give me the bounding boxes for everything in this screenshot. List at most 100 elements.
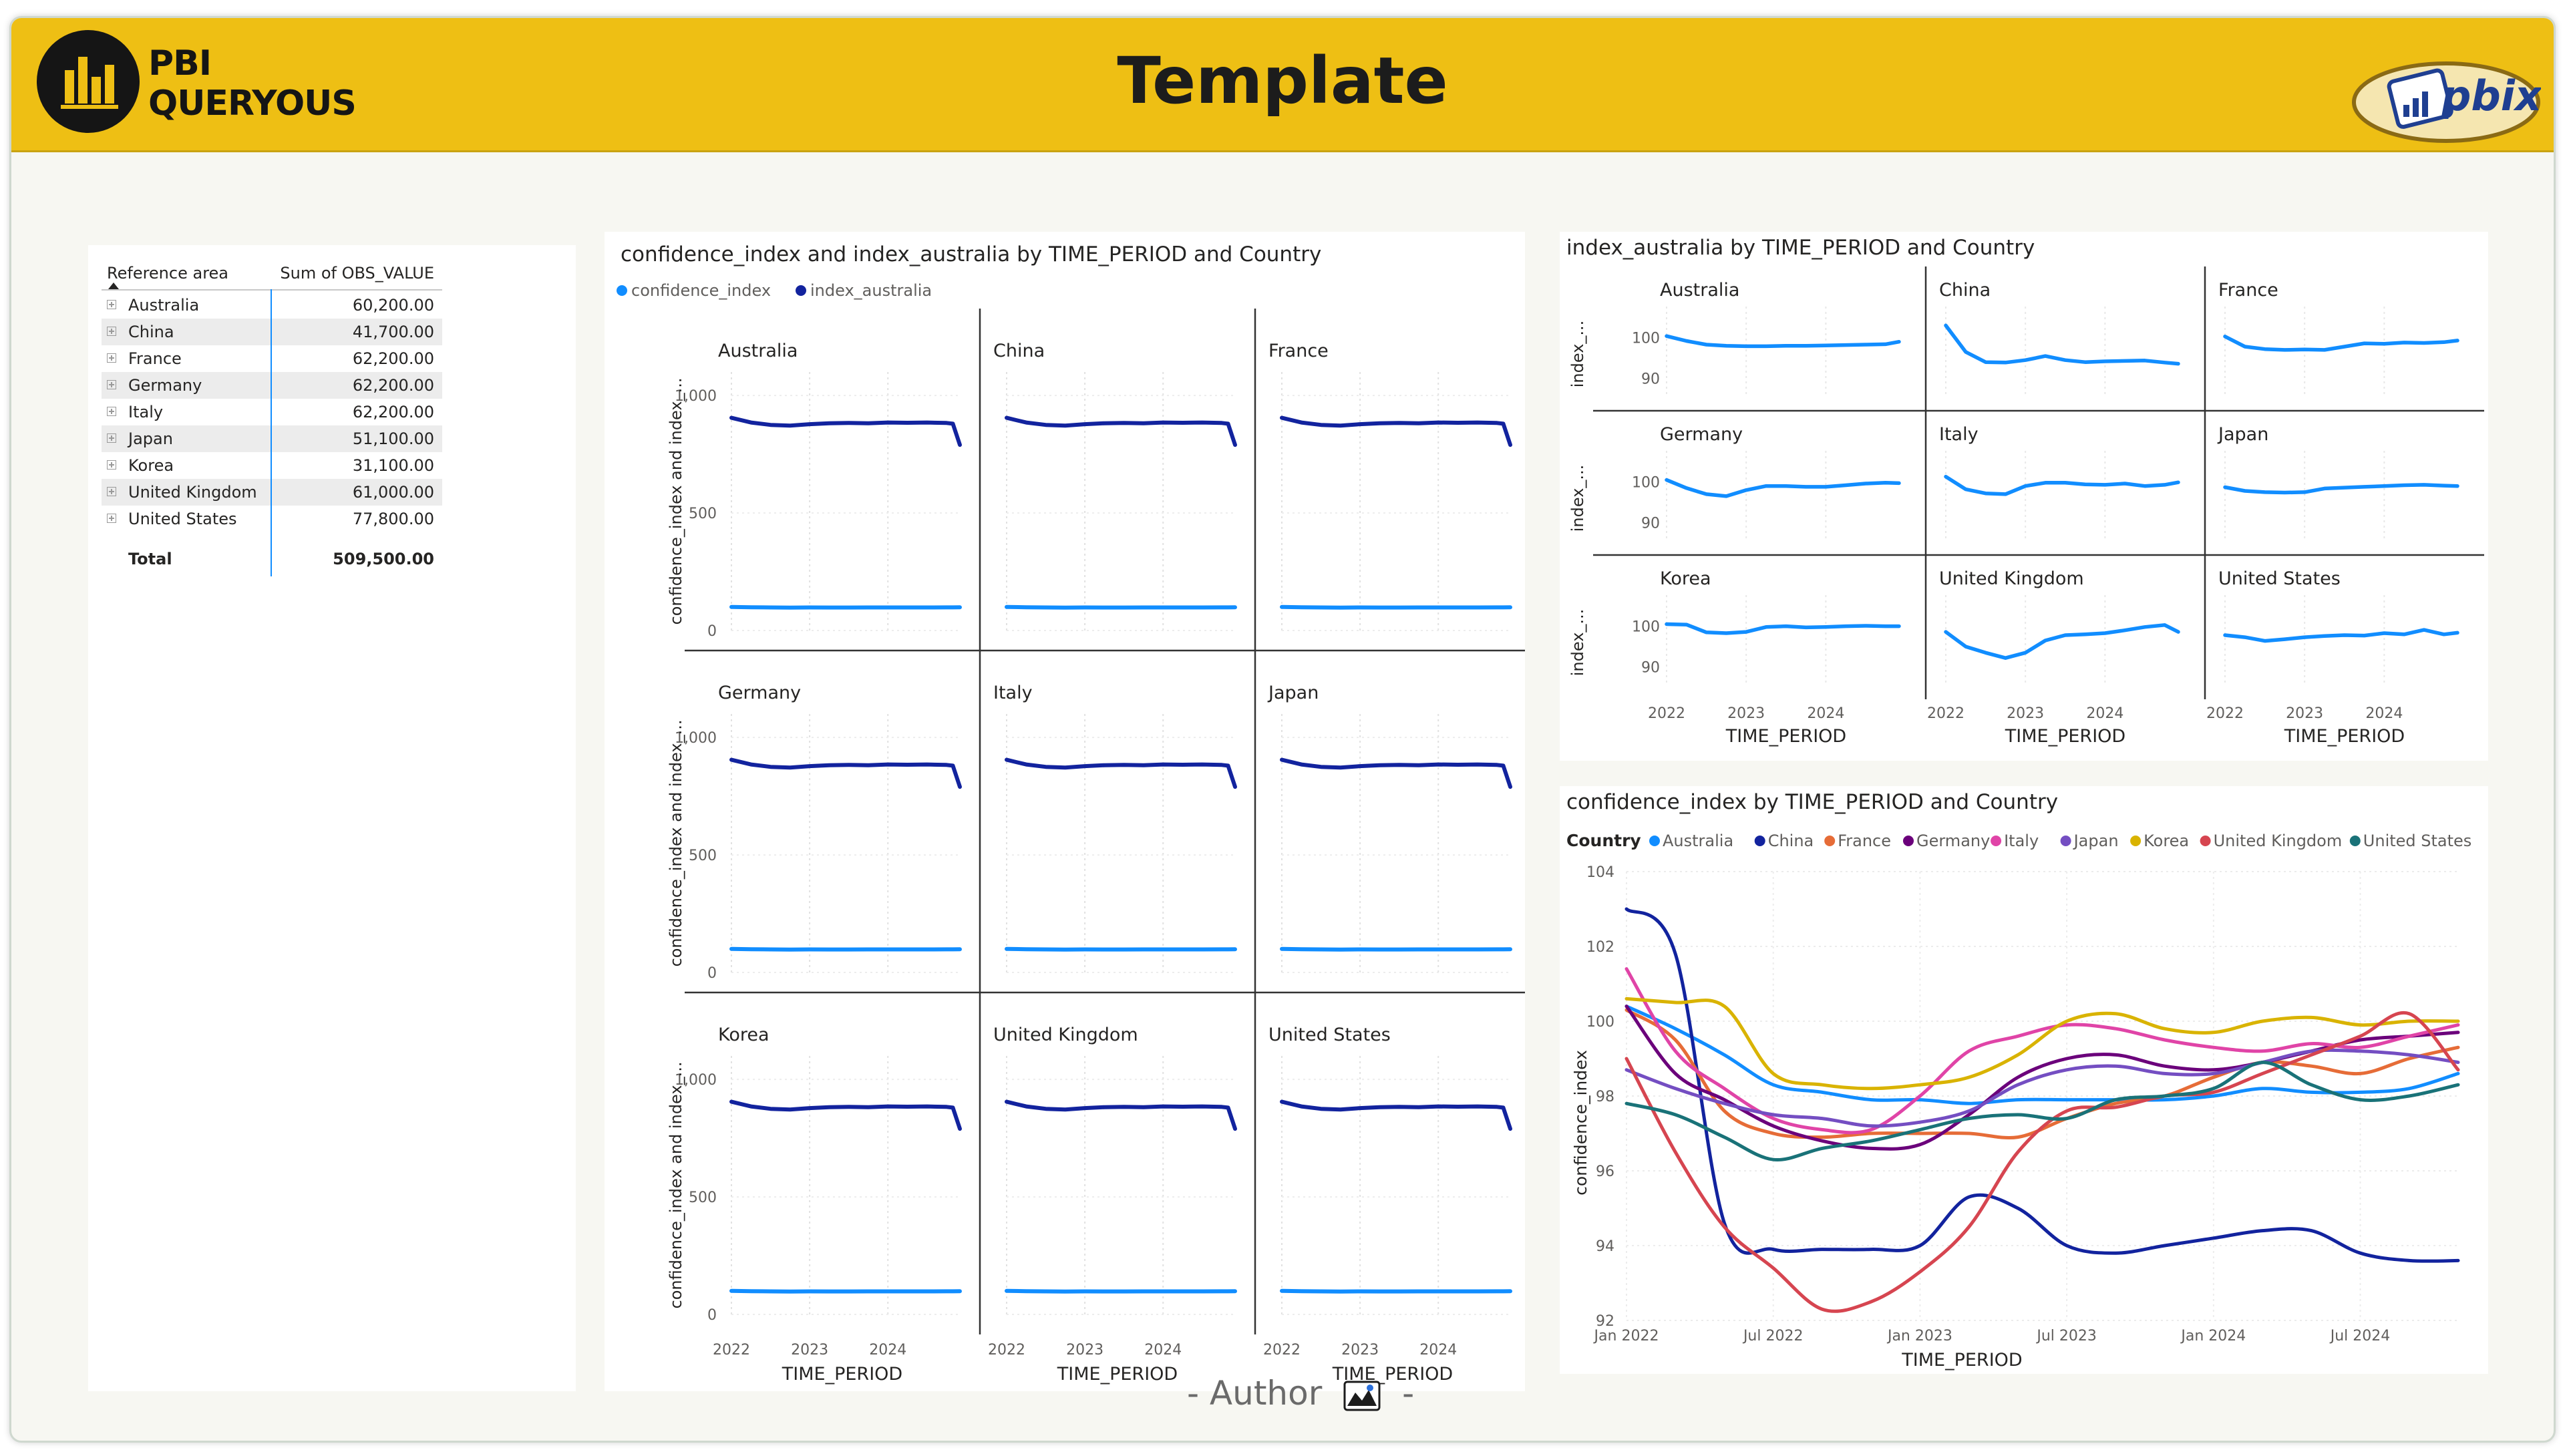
- x-tick-label: Jul 2023: [2035, 1328, 2097, 1344]
- table-row[interactable]: Germany 62,200.00: [102, 372, 442, 399]
- table-row[interactable]: Japan 51,100.00: [102, 425, 442, 452]
- expand-plus-icon[interactable]: [107, 433, 116, 443]
- logo-line1: PBI: [148, 43, 212, 83]
- table-row[interactable]: Korea 31,100.00: [102, 452, 442, 479]
- series-line-index-australia: [1005, 757, 1237, 789]
- table-row[interactable]: China 41,700.00: [102, 319, 442, 345]
- x-tick-label: 2024: [1419, 1342, 1457, 1358]
- expand-plus-icon[interactable]: [107, 487, 116, 496]
- legend-marker: [1903, 836, 1914, 846]
- x-tick-label: 2024: [2365, 705, 2403, 722]
- row-reference-area: Australia: [128, 296, 200, 315]
- x-tick-label: 2022: [2206, 705, 2244, 722]
- author-dash: -: [1402, 1374, 1415, 1413]
- expand-plus-icon[interactable]: [107, 353, 116, 363]
- expand-plus-icon[interactable]: [107, 407, 116, 416]
- series-line-korea: [1624, 996, 2460, 1091]
- expand-plus-icon[interactable]: [107, 327, 116, 336]
- expand-plus-icon[interactable]: [107, 300, 116, 309]
- small-multiples-chart-2[interactable]: index_australia by TIME_PERIOD and Count…: [1560, 232, 2488, 761]
- author-footer: - Author -: [1187, 1374, 1414, 1413]
- pbix-badge-icon: pbix: [2346, 38, 2543, 146]
- legend-marker: [1754, 836, 1765, 846]
- small-multiple-title-france: France: [2218, 280, 2278, 301]
- column-header-sum-obs-value[interactable]: Sum of OBS_VALUE: [280, 264, 434, 283]
- table-row[interactable]: Australia 60,200.00: [102, 292, 442, 319]
- series-line-index-australia: [1005, 415, 1237, 447]
- legend-label-confidence-index: confidence_index: [631, 281, 771, 300]
- column-header-reference-area[interactable]: Reference area: [107, 264, 229, 283]
- sort-ascending-icon[interactable]: [108, 283, 119, 289]
- x-tick-label: 2022: [1927, 705, 1964, 722]
- x-tick-label: 2022: [713, 1342, 750, 1358]
- legend-label-korea: Korea: [2144, 832, 2189, 850]
- x-axis-label: TIME_PERIOD: [2005, 726, 2125, 747]
- total-value: 509,500.00: [333, 550, 434, 568]
- y-tick-label: 0: [707, 1307, 717, 1324]
- x-tick-label: Jul 2024: [2329, 1328, 2391, 1344]
- table-row[interactable]: United Kingdom 61,000.00: [102, 479, 442, 506]
- small-multiple-title-united-states: United States: [2218, 568, 2341, 589]
- small-multiple-title-united-kingdom: United Kingdom: [993, 1025, 1138, 1045]
- small-multiple-title-china: China: [1939, 280, 1991, 301]
- x-axis-label: TIME_PERIOD: [1901, 1350, 2022, 1371]
- y-axis-label: confidence_index: [1571, 1050, 1590, 1196]
- small-multiple-title-japan: Japan: [2217, 424, 2268, 445]
- series-line-germany: [1665, 478, 1901, 498]
- x-axis-label: TIME_PERIOD: [2284, 726, 2405, 747]
- row-reference-area: Japan: [128, 429, 173, 448]
- series-line-confidence-index: [729, 946, 962, 952]
- y-axis-label: index_...: [1568, 609, 1587, 677]
- pbi-queryous-logo-icon: [37, 30, 140, 133]
- pbix-badge-text: pbix: [2441, 71, 2541, 120]
- x-tick-label: Jul 2022: [1742, 1328, 1804, 1344]
- expand-plus-icon[interactable]: [107, 460, 116, 470]
- chart-panel-index-australia: index_australia by TIME_PERIOD and Count…: [1560, 232, 2488, 761]
- legend-title: Country: [1566, 831, 1641, 850]
- row-reference-area: Italy: [128, 403, 164, 421]
- y-tick-label: 500: [689, 1190, 717, 1206]
- x-tick-label: 2023: [1727, 705, 1765, 722]
- y-tick-label: 100: [1586, 1014, 1614, 1031]
- row-reference-area: Germany: [128, 376, 202, 395]
- legend-label-australia: Australia: [1663, 832, 1733, 850]
- y-tick-label: 1,000: [675, 730, 717, 747]
- legend-marker: [2349, 836, 2361, 846]
- row-reference-area: China: [128, 323, 174, 341]
- logo-line2: QUERYOUS: [148, 83, 357, 124]
- series-line-index-australia: [729, 757, 962, 789]
- small-multiple-title-australia: Australia: [1660, 280, 1739, 301]
- y-axis-label: index_...: [1568, 465, 1587, 532]
- series-line-united-states: [1624, 1061, 2460, 1162]
- x-tick-label: Jan 2024: [2180, 1328, 2246, 1344]
- y-axis-label: confidence_index and index_...: [667, 378, 685, 625]
- expand-plus-icon[interactable]: [107, 380, 116, 389]
- y-tick-label: 94: [1596, 1238, 1614, 1255]
- series-line-japan: [1624, 1048, 2460, 1128]
- series-line-confidence-index: [1005, 604, 1237, 610]
- y-tick-label: 500: [689, 506, 717, 522]
- y-axis-label: confidence_index and index_...: [667, 1062, 685, 1309]
- legend-marker: [1649, 836, 1660, 846]
- series-line-index-australia: [729, 1099, 962, 1131]
- matrix-header: Reference area Sum of OBS_VALUE: [102, 256, 442, 289]
- legend-marker: [617, 285, 627, 296]
- expand-plus-icon[interactable]: [107, 514, 116, 523]
- table-row[interactable]: France 62,200.00: [102, 345, 442, 372]
- row-sum-value: 77,800.00: [352, 510, 434, 528]
- y-tick-label: 0: [707, 623, 717, 640]
- small-multiple-title-italy: Italy: [1939, 424, 1979, 445]
- small-multiple-title-france: France: [1268, 341, 1329, 361]
- table-row[interactable]: Italy 62,200.00: [102, 399, 442, 425]
- author-avatar-icon: [1343, 1381, 1381, 1411]
- report-canvas: PBI QUERYOUS Template pbix Reference are…: [9, 16, 2556, 1443]
- line-chart-confidence-index[interactable]: confidence_index by TIME_PERIOD and Coun…: [1560, 786, 2488, 1374]
- x-tick-label: 2022: [1648, 705, 1685, 722]
- small-multiples-chart-1[interactable]: confidence_index and index_australia by …: [605, 232, 1530, 1391]
- y-tick-label: 100: [1632, 619, 1660, 636]
- small-multiple-title-japan: Japan: [1267, 683, 1319, 703]
- x-tick-label: Jan 2023: [1886, 1328, 1952, 1344]
- table-row[interactable]: United States 77,800.00: [102, 506, 442, 532]
- chart-panel-confidence-and-australia: confidence_index and index_australia by …: [605, 232, 1530, 1391]
- x-tick-label: Jan 2022: [1593, 1328, 1659, 1344]
